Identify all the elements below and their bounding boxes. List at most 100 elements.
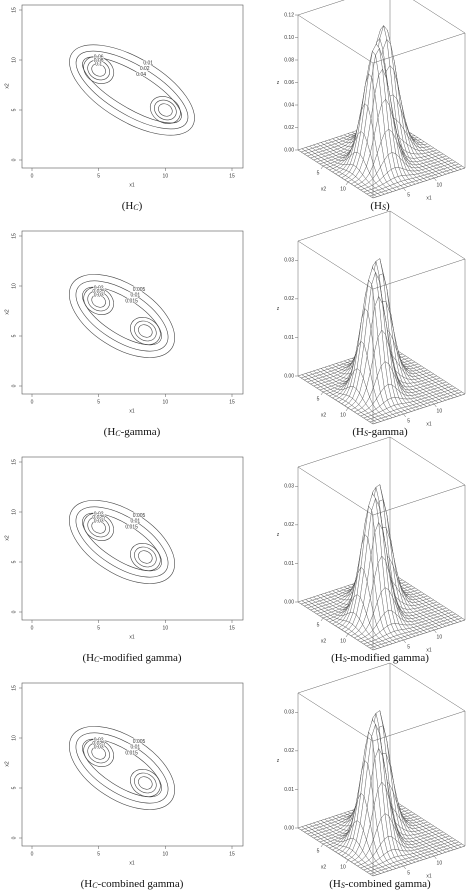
box-edge [297,692,374,742]
caption: (HS-gamma) [352,426,408,438]
contour-label: 0.08 [94,58,104,64]
x-tick-label: 5 [407,192,410,198]
contour-label: 0.01 [130,293,140,299]
surface-plot: 0.00 0.01 0.02 0.03 z 5 10 5 10 x1 x2 [277,210,466,427]
contour-line [83,513,114,541]
x-axis-label: x1 [426,421,432,427]
x-tick-label: 0 [31,399,34,405]
x-tick-label: 10 [163,173,169,179]
contour-line [75,280,169,352]
z-tick-label: 0.12 [284,12,294,18]
caption-open: (H [370,200,382,212]
x-tick-label: 5 [407,418,410,424]
box-edge [297,14,374,64]
contour-line [87,59,110,81]
surface [297,258,466,425]
contour-label: 0.025 [92,289,105,295]
y-tick-label: 10 [11,283,17,289]
box-edge [297,149,374,199]
contour-line [134,320,157,342]
y-tick [345,407,349,412]
contour-label: 0.03 [94,518,104,524]
caption-sub: C [115,429,121,438]
x-tick-label: 5 [97,851,100,857]
y-tick-label: 15 [11,459,17,465]
y-tick [345,633,349,638]
caption-sub: C [133,203,139,212]
y-tick-label: 0 [11,158,17,161]
contour-line [138,324,153,338]
x-tick-label: 10 [163,625,169,631]
z-tick-label: 0.06 [284,80,294,86]
caption: (HC-gamma) [104,426,161,438]
y-axis-label: x2 [321,864,327,870]
contour-line [130,769,161,797]
y-tick-label: 10 [11,509,17,515]
contour-line [138,550,153,564]
x-axis-label: x1 [129,634,135,640]
caption: (HS-modified gamma) [331,652,429,664]
contour-line [130,543,161,571]
caption-close: -combined gamma) [345,878,431,890]
contour-label: 0.005 [133,739,146,745]
contour-line [68,274,176,358]
contour-label: 0.03 [94,744,104,750]
x-axis-label: x1 [426,873,432,879]
contour-label: 0.06 [94,55,104,61]
contour-label: 0.02 [140,66,150,72]
x-tick [434,177,437,182]
y-axis-label: x2 [321,412,327,418]
z-tick-label: 0.02 [284,296,294,302]
x-tick-label: 15 [229,625,235,631]
contour-label: 0.03 [94,292,104,298]
y-axis-label: x2 [4,309,10,315]
plot-frame [21,456,244,621]
z-tick-label: 0.01 [284,787,294,793]
y-axis-label: x2 [4,761,10,767]
caption-close: -modified gamma) [347,652,430,664]
contour-label: 0.04 [136,72,146,78]
contour-line [91,294,106,308]
contour-label: 0.02 [94,512,104,518]
x-tick-label: 10 [437,860,443,866]
z-tick-label: 0.01 [284,561,294,567]
z-tick-label: 0.01 [284,335,294,341]
box-edge [372,619,466,651]
x-tick-label: 5 [97,625,100,631]
x-tick-label: 5 [407,644,410,650]
contour-line [91,63,106,77]
y-axis-label: x2 [321,186,327,192]
box-edge [389,662,466,712]
x-tick [403,187,406,192]
contour-line [68,500,176,584]
y-tick [320,391,324,396]
contour-line [83,739,114,767]
x-tick-label: 10 [163,851,169,857]
x-tick [434,629,437,634]
z-tick-label: 0.03 [284,484,294,490]
y-tick-label: 5 [317,396,320,402]
contour-line [87,516,110,538]
x-tick [403,639,406,644]
contour-label: 0.005 [133,287,146,293]
y-tick-label: 0 [11,836,17,839]
y-tick-label: 5 [317,848,320,854]
caption-open: (H [81,878,93,890]
box-edge [372,710,466,742]
contour-label: 0.025 [92,741,105,747]
contour-label: 0.015 [125,524,138,530]
contour-line [134,546,157,568]
contour-label: 0.025 [92,515,105,521]
y-tick-label: 0 [11,610,17,613]
plot-frame [21,682,244,847]
y-tick-label: 5 [11,560,17,563]
y-tick [320,843,324,848]
contour-label: 0.015 [125,298,138,304]
caption-sub: S [382,203,386,212]
caption-close: -modified gamma) [99,652,182,664]
contour-line [82,512,162,572]
x-tick-label: 0 [31,625,34,631]
contour-label: 0.02 [94,286,104,292]
